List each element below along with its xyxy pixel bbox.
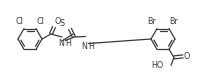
Text: N: N	[59, 39, 64, 47]
Text: Cl: Cl	[37, 17, 44, 26]
Text: Br: Br	[169, 17, 178, 26]
Text: Cl: Cl	[15, 17, 23, 26]
Text: N: N	[82, 42, 87, 50]
Text: Br: Br	[148, 17, 157, 26]
Text: S: S	[59, 19, 65, 27]
Text: O: O	[184, 52, 190, 61]
Text: HO: HO	[152, 61, 164, 70]
Text: H: H	[88, 42, 94, 50]
Text: H: H	[65, 39, 71, 47]
Text: O: O	[55, 17, 61, 25]
